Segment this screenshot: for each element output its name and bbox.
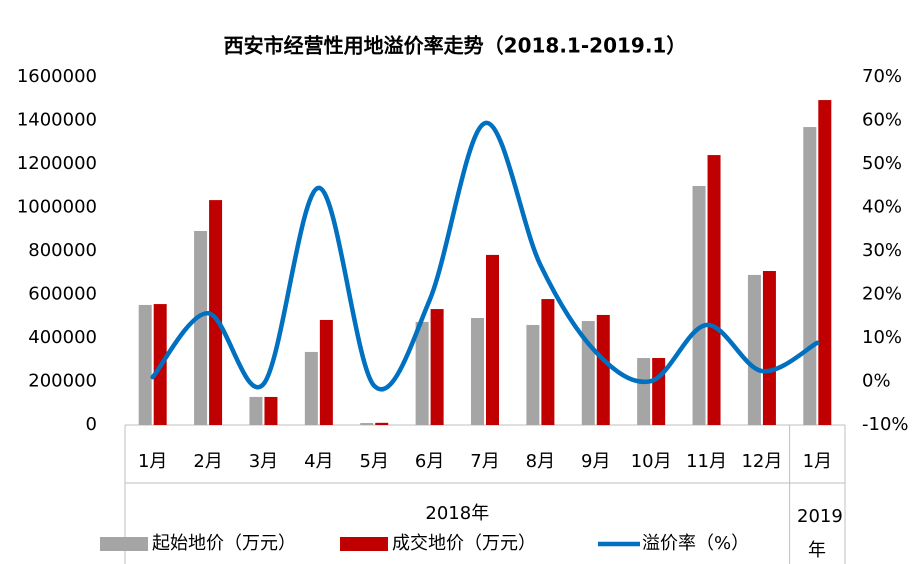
y-tick-label: 800000	[28, 240, 97, 261]
y2-tick-label: 10%	[862, 327, 902, 348]
bar	[637, 358, 651, 425]
bar	[264, 396, 278, 425]
x-tick-label: 8月	[526, 451, 555, 472]
y2-tick-label: 60%	[862, 110, 902, 131]
x-tick-label: 1月	[138, 451, 167, 472]
x-tick-label: 6月	[415, 451, 444, 472]
x-tick-label: 2月	[193, 451, 222, 472]
bar	[415, 321, 429, 425]
bar	[762, 271, 776, 425]
bar	[707, 155, 721, 425]
bar	[249, 396, 263, 425]
y2-tick-label: 0%	[862, 371, 891, 392]
group-label: 2018年	[425, 503, 489, 524]
bar	[526, 324, 540, 425]
legend-swatch	[100, 537, 148, 551]
x-tick-label: 3月	[249, 451, 278, 472]
bar	[209, 200, 223, 425]
y2-tick-label: 30%	[862, 240, 902, 261]
y2-tick-label: 50%	[862, 153, 902, 174]
bar	[304, 351, 318, 425]
y-tick-label: 600000	[28, 284, 97, 305]
bar	[596, 314, 610, 425]
y2-tick-label: 20%	[862, 284, 902, 305]
x-tick-label: 1月	[803, 451, 832, 472]
group-label: 2019年	[797, 506, 843, 561]
bar	[652, 358, 666, 425]
y-tick-label: 1000000	[17, 197, 97, 218]
y-tick-label: 1600000	[17, 66, 97, 87]
x-tick-label: 11月	[686, 451, 727, 472]
legend-label: 起始地价（万元）	[152, 533, 296, 554]
x-tick-label: 7月	[470, 451, 499, 472]
legend-swatch	[340, 537, 388, 551]
y-tick-label: 400000	[28, 327, 97, 348]
bar	[360, 423, 374, 425]
bar	[471, 317, 484, 425]
chart-title: 西安市经营性用地溢价率走势（2018.1-2019.1）	[224, 34, 687, 58]
legend-label: 溢价率（%）	[642, 533, 749, 554]
bar	[692, 185, 706, 425]
bar	[375, 422, 389, 425]
y-tick-label: 200000	[28, 371, 97, 392]
bar	[818, 100, 832, 426]
bar	[747, 274, 761, 425]
bar	[319, 319, 333, 425]
y2-tick-label: -10%	[862, 414, 909, 435]
y2-tick-label: 40%	[862, 197, 902, 218]
bar	[138, 304, 152, 425]
x-tick-label: 12月	[741, 451, 782, 472]
bar	[486, 254, 499, 425]
x-tick-label: 5月	[360, 451, 389, 472]
bar	[803, 127, 817, 426]
y2-tick-label: 70%	[862, 66, 902, 87]
y-tick-label: 0	[86, 414, 97, 435]
bar	[194, 230, 208, 425]
x-tick-label: 9月	[581, 451, 610, 472]
bar	[430, 309, 444, 425]
legend-label: 成交地价（万元）	[392, 533, 536, 554]
x-tick-label: 10月	[631, 451, 672, 472]
y-tick-label: 1400000	[17, 110, 97, 131]
bar	[541, 299, 555, 425]
line	[150, 120, 820, 392]
x-tick-label: 4月	[304, 451, 333, 472]
y-tick-label: 1200000	[17, 153, 97, 174]
